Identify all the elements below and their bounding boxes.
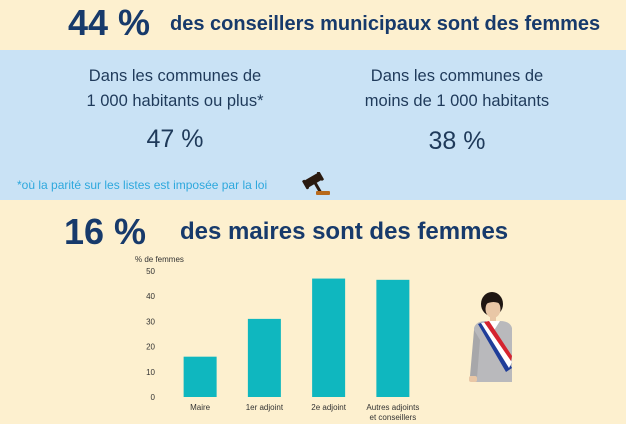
maires-headline: des maires sont des femmes: [180, 218, 509, 245]
communes-large-value: 47 %: [146, 125, 204, 153]
communes-small-label-line1: Dans les communes de: [370, 67, 544, 85]
bar: [183, 356, 217, 397]
x-tick-label: Maire: [190, 403, 211, 412]
y-axis-label: % de femmes: [135, 255, 184, 264]
y-tick-label: 40: [146, 292, 155, 301]
gavel-icon: [302, 172, 330, 195]
y-tick-label: 0: [151, 393, 156, 402]
bars-group: [183, 278, 410, 397]
maires-percentage: 16 %: [64, 211, 147, 252]
communes-large-block: Dans les communes de 1 000 habitants ou …: [40, 64, 310, 154]
conseillers-headline: des conseillers municipaux sont des femm…: [170, 13, 601, 35]
x-tick-label: et conseillers: [370, 413, 417, 422]
parity-footnote: *où la parité sur les listes est imposée…: [17, 178, 268, 192]
communes-small-label-line2: moins de 1 000 habitants: [364, 92, 550, 110]
communes-large-label-line1: Dans les communes de: [88, 67, 262, 85]
y-axis-ticks: 0 10 20 30 40 50: [146, 267, 155, 402]
communes-small-value: 38 %: [428, 127, 486, 155]
communes-large-label-line2: 1 000 habitants ou plus*: [86, 92, 264, 110]
mayor-with-sash-illustration: [469, 292, 512, 382]
conseillers-percentage: 44 %: [68, 2, 151, 43]
bar: [312, 278, 346, 397]
y-tick-label: 30: [146, 317, 155, 326]
y-tick-label: 10: [146, 368, 155, 377]
bar: [247, 318, 281, 397]
bar: [376, 279, 410, 397]
x-tick-label: Autres adjoints: [366, 403, 419, 412]
x-tick-label: 1er adjoint: [246, 403, 284, 412]
y-tick-label: 50: [146, 267, 155, 276]
x-axis-labels: Maire 1er adjoint 2e adjoint Autres adjoint…: [190, 403, 419, 422]
maires-bar-chart: % de femmes 0 10 20 30 40 50 Maire 1er adjoint…: [135, 255, 419, 422]
communes-small-block: Dans les communes de moins de 1 000 habi…: [322, 64, 592, 156]
x-tick-label: 2e adjoint: [311, 403, 346, 412]
y-tick-label: 20: [146, 343, 155, 352]
communes-band: Dans les communes de 1 000 habitants ou …: [0, 50, 626, 200]
